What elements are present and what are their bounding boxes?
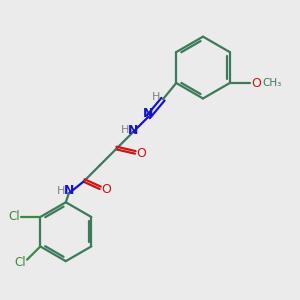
Text: H: H: [121, 125, 129, 135]
Text: N: N: [128, 124, 138, 137]
Text: N: N: [64, 184, 74, 197]
Text: O: O: [136, 147, 146, 160]
Text: Cl: Cl: [14, 256, 26, 269]
Text: Cl: Cl: [8, 211, 20, 224]
Text: H: H: [152, 92, 161, 102]
Text: O: O: [251, 76, 261, 89]
Text: H: H: [57, 186, 66, 196]
Text: N: N: [142, 107, 153, 120]
Text: O: O: [101, 182, 111, 196]
Text: CH₃: CH₃: [263, 78, 282, 88]
